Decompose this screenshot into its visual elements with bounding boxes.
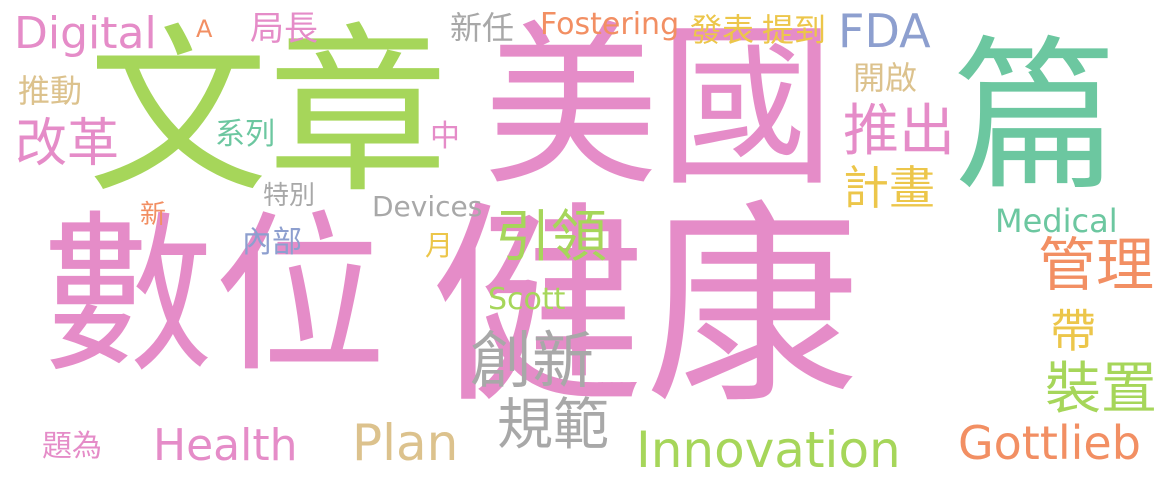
word-tuidong: 推動 — [18, 72, 83, 110]
word-pian: 篇 — [953, 21, 1118, 213]
word-tuichu: 推出 — [843, 99, 955, 164]
word-xilie: 系列 — [215, 117, 275, 152]
word-dai: 帶 — [1050, 304, 1096, 358]
word-xin: 新 — [140, 200, 167, 230]
word-gottlieb: Gottlieb — [958, 416, 1141, 470]
word-tiwei: 題為 — [42, 429, 102, 464]
word-wenzhang: 文章 — [88, 9, 449, 218]
word-guifan: 規範 — [497, 393, 609, 458]
word-jiankang: 健康 — [430, 182, 860, 433]
word-shuwei: 數位 — [42, 195, 386, 396]
word-tidao: 提到 — [762, 11, 827, 49]
word-devices: Devices — [372, 190, 483, 223]
word-plan: Plan — [352, 414, 459, 472]
word-yinling: 引領 — [495, 205, 607, 270]
word-meiguo: 美國 — [483, 5, 836, 210]
word-neibu: 內部 — [242, 225, 302, 260]
word-health: Health — [153, 420, 298, 471]
word-chuangxin: 創新 — [470, 324, 595, 397]
word-fostering: Fostering — [540, 7, 680, 42]
word-a: A — [196, 15, 213, 43]
word-zhong: 中 — [430, 119, 460, 154]
word-digital: Digital — [14, 8, 157, 59]
word-scott: Scott — [488, 282, 566, 317]
word-gaige: 改革 — [15, 114, 120, 174]
word-zhuangzhi: 裝置 — [1045, 357, 1157, 422]
word-guanli: 管理 — [1038, 231, 1155, 299]
word-xinren: 新任 — [450, 9, 515, 47]
word-fda: FDA — [838, 4, 931, 58]
word-medical: Medical — [995, 202, 1118, 240]
word-fabiao: 發表 — [690, 11, 755, 49]
word-yue: 月 — [425, 229, 454, 262]
word-tebie: 特別 — [263, 181, 316, 211]
word-innovation: Innovation — [636, 421, 901, 479]
word-kaiqi: 開啟 — [853, 59, 918, 97]
word-jihua: 計畫 — [843, 161, 935, 215]
word-juzhang: 局長 — [250, 9, 318, 49]
